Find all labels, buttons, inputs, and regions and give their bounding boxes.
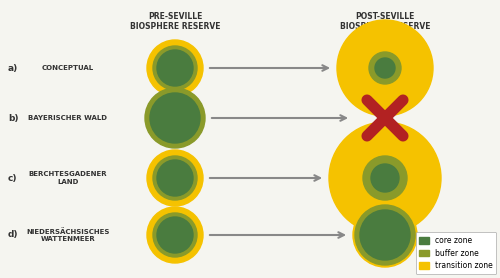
Circle shape — [157, 50, 193, 86]
Circle shape — [147, 207, 203, 263]
Circle shape — [157, 217, 193, 253]
Text: c): c) — [8, 173, 18, 182]
Circle shape — [153, 156, 197, 200]
Circle shape — [363, 156, 407, 200]
Circle shape — [153, 46, 197, 90]
Circle shape — [375, 58, 395, 78]
Text: CONCEPTUAL: CONCEPTUAL — [42, 65, 94, 71]
Circle shape — [371, 164, 399, 192]
Circle shape — [147, 150, 203, 206]
Circle shape — [150, 93, 200, 143]
Circle shape — [329, 122, 441, 234]
Circle shape — [146, 89, 204, 147]
Text: BERCHTESGADENER
LAND: BERCHTESGADENER LAND — [28, 172, 108, 185]
Text: a): a) — [8, 63, 18, 73]
Circle shape — [369, 52, 401, 84]
Circle shape — [360, 210, 410, 260]
Text: NIEDERSÄCHSISCHES
WATTENMEER: NIEDERSÄCHSISCHES WATTENMEER — [26, 228, 110, 242]
Circle shape — [153, 213, 197, 257]
Text: BAYERISCHER WALD: BAYERISCHER WALD — [28, 115, 108, 121]
Circle shape — [353, 203, 417, 267]
Text: b): b) — [8, 113, 18, 123]
Circle shape — [378, 61, 392, 75]
Circle shape — [145, 88, 205, 148]
Circle shape — [376, 169, 394, 187]
Text: PRE-SEVILLE
BIOSPHERE RESERVE: PRE-SEVILLE BIOSPHERE RESERVE — [130, 12, 220, 31]
Legend: core zone, buffer zone, transition zone: core zone, buffer zone, transition zone — [416, 232, 496, 274]
Text: d): d) — [8, 230, 18, 240]
Circle shape — [147, 40, 203, 96]
Circle shape — [355, 205, 415, 265]
Circle shape — [337, 20, 433, 116]
Circle shape — [157, 160, 193, 196]
Text: POST-SEVILLE
BIOSPHERE RESERVE: POST-SEVILLE BIOSPHERE RESERVE — [340, 12, 430, 31]
